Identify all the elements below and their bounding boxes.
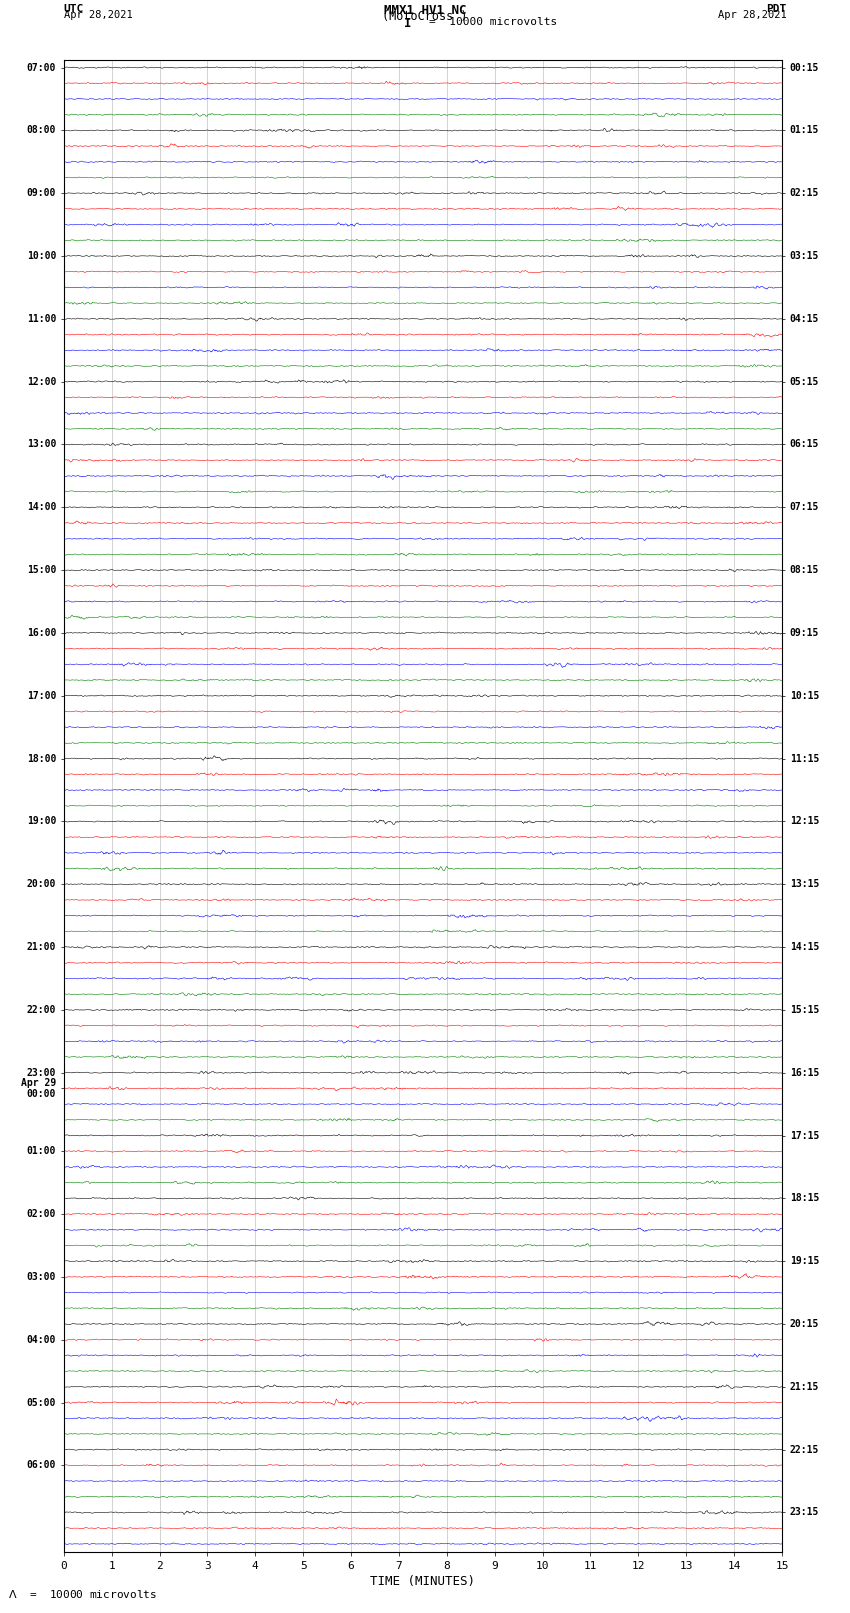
Text: UTC: UTC (64, 5, 84, 15)
Text: Apr 28,2021: Apr 28,2021 (64, 11, 133, 21)
Text: (MotoCross ): (MotoCross ) (382, 11, 468, 24)
Text: I: I (405, 18, 411, 31)
Text: =  10000 microvolts: = 10000 microvolts (429, 18, 558, 27)
X-axis label: TIME (MINUTES): TIME (MINUTES) (371, 1574, 475, 1587)
Text: Apr 28,2021: Apr 28,2021 (717, 11, 786, 21)
Text: MMX1 HV1 NC: MMX1 HV1 NC (383, 5, 467, 18)
Text: PDT: PDT (766, 5, 786, 15)
Text: $\Lambda$  =  10000 microvolts: $\Lambda$ = 10000 microvolts (8, 1589, 157, 1600)
